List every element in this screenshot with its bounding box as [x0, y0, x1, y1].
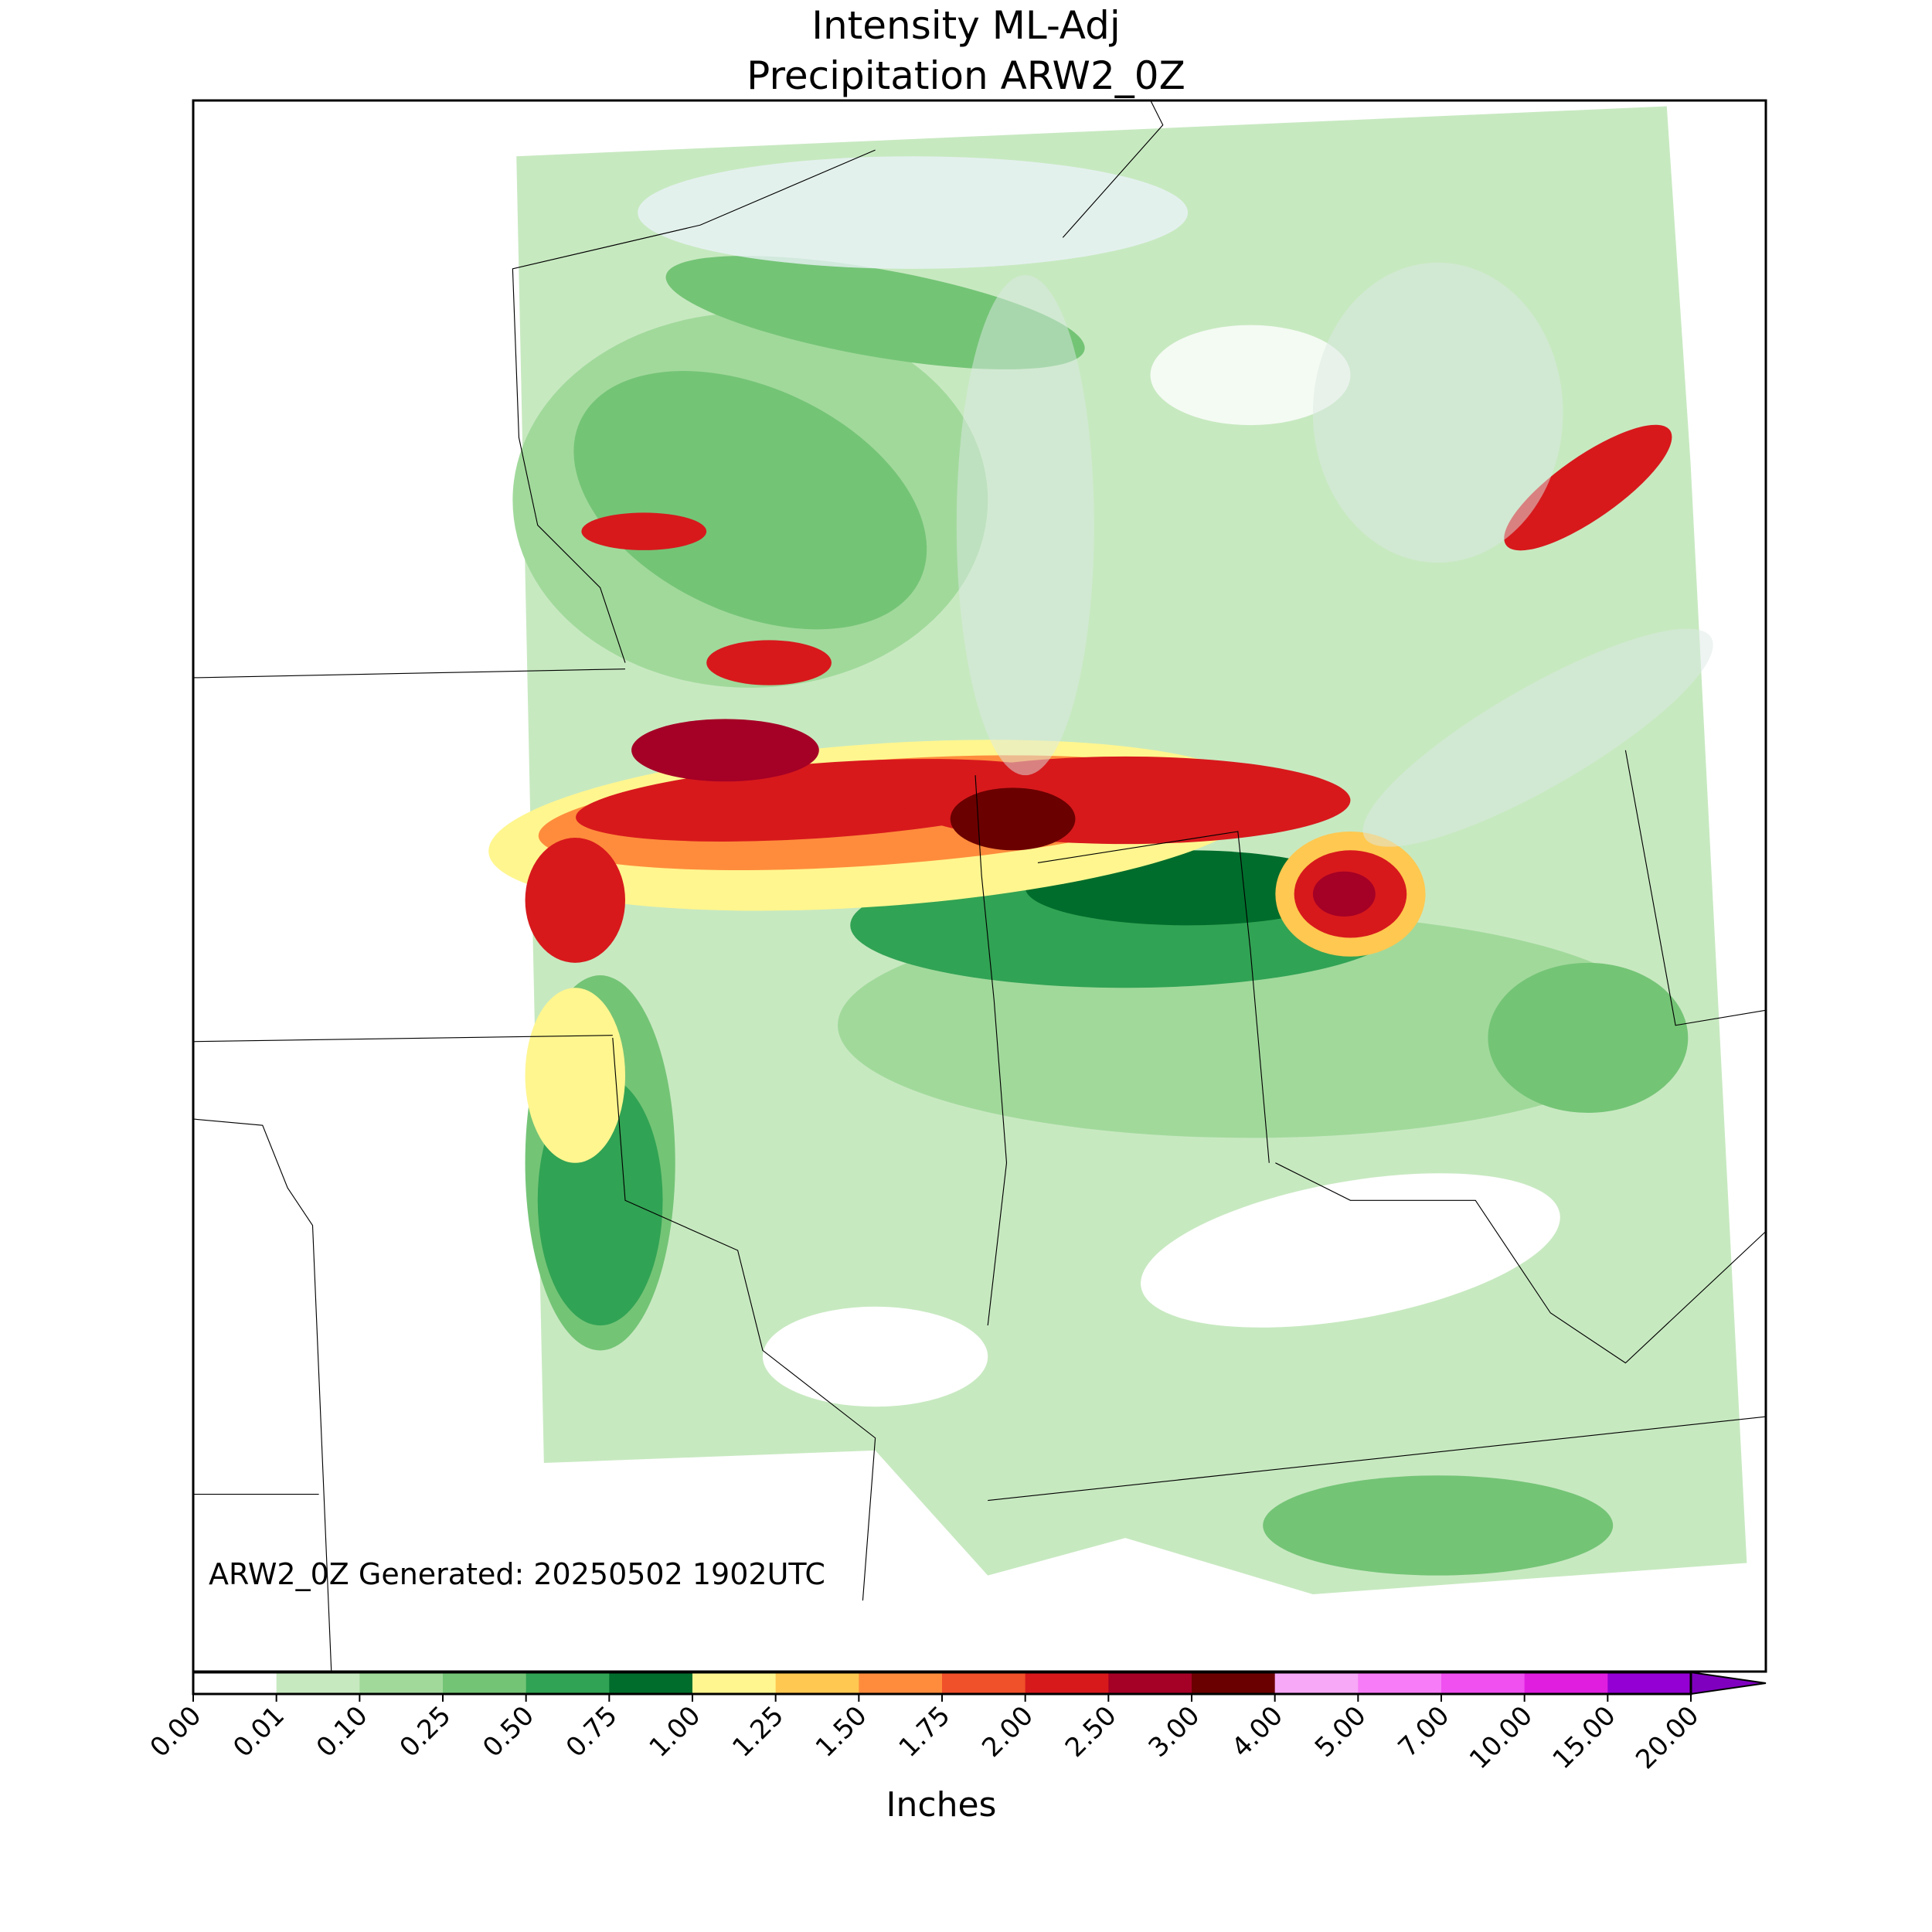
colorbar-tick-label: 3.00	[1143, 1700, 1206, 1764]
colorbar-segment	[1358, 1672, 1442, 1694]
colorbar-tick-label: 2.50	[1060, 1700, 1123, 1764]
title-line: Intensity ML-Adj	[811, 3, 1121, 48]
colorbar-segment	[443, 1672, 527, 1694]
colorbar-tick-label: 5.00	[1309, 1700, 1372, 1764]
colorbar-segment	[1025, 1672, 1109, 1694]
colorbar-label: Inches	[886, 1785, 997, 1825]
colorbar-segment	[526, 1672, 610, 1694]
colorbar-tick-label: 1.50	[810, 1700, 873, 1764]
colorbar-segment	[942, 1672, 1026, 1694]
title-line: Precipitation ARW2_0Z	[747, 53, 1185, 98]
colorbar-tick-label: 2.00	[976, 1700, 1039, 1764]
generated-note: ARW2_0Z Generated: 20250502 1902UTC	[209, 1557, 825, 1591]
colorbar: 0.00 0.01 0.10 0.25 0.50 0.75 1.00 1.25 1.50 1.75…	[145, 1671, 1767, 1775]
colorbar-tick-label: 7.00	[1393, 1700, 1456, 1764]
map	[193, 100, 1766, 1672]
colorbar-segment	[359, 1672, 444, 1694]
colorbar-tick-label: 0.00	[145, 1700, 208, 1764]
colorbar-tick-label: 1.75	[893, 1700, 957, 1764]
colorbar-tick-label: 20.00	[1630, 1700, 1705, 1775]
colorbar-segment	[692, 1672, 777, 1694]
colorbar-tick-label: 0.50	[477, 1700, 540, 1764]
colorbar-segment	[1524, 1672, 1608, 1694]
colorbar-tick-label: 0.75	[560, 1700, 624, 1764]
colorbar-segment	[276, 1672, 360, 1694]
colorbar-tick-label: 4.00	[1226, 1700, 1289, 1764]
colorbar-segment	[775, 1672, 859, 1694]
colorbar-segment	[193, 1672, 277, 1694]
colorbar-segment	[1441, 1672, 1526, 1694]
colorbar-segment	[859, 1672, 943, 1694]
colorbar-tick-label: 0.10	[311, 1700, 374, 1764]
colorbar-segment	[1192, 1672, 1276, 1694]
colorbar-tick-label: 0.01	[227, 1700, 291, 1764]
colorbar-segment	[1274, 1672, 1359, 1694]
colorbar-tick-label: 0.25	[394, 1700, 457, 1764]
colorbar-tick-label: 15.00	[1547, 1700, 1622, 1775]
colorbar-tick-label: 1.00	[644, 1700, 707, 1764]
colorbar-extend	[1690, 1671, 1767, 1696]
colorbar-segment	[1108, 1672, 1192, 1694]
colorbar-segment	[609, 1672, 693, 1694]
colorbar-segment	[1607, 1672, 1692, 1694]
colorbar-tick-label: 1.25	[726, 1700, 790, 1764]
colorbar-tick-label: 10.00	[1464, 1700, 1539, 1775]
